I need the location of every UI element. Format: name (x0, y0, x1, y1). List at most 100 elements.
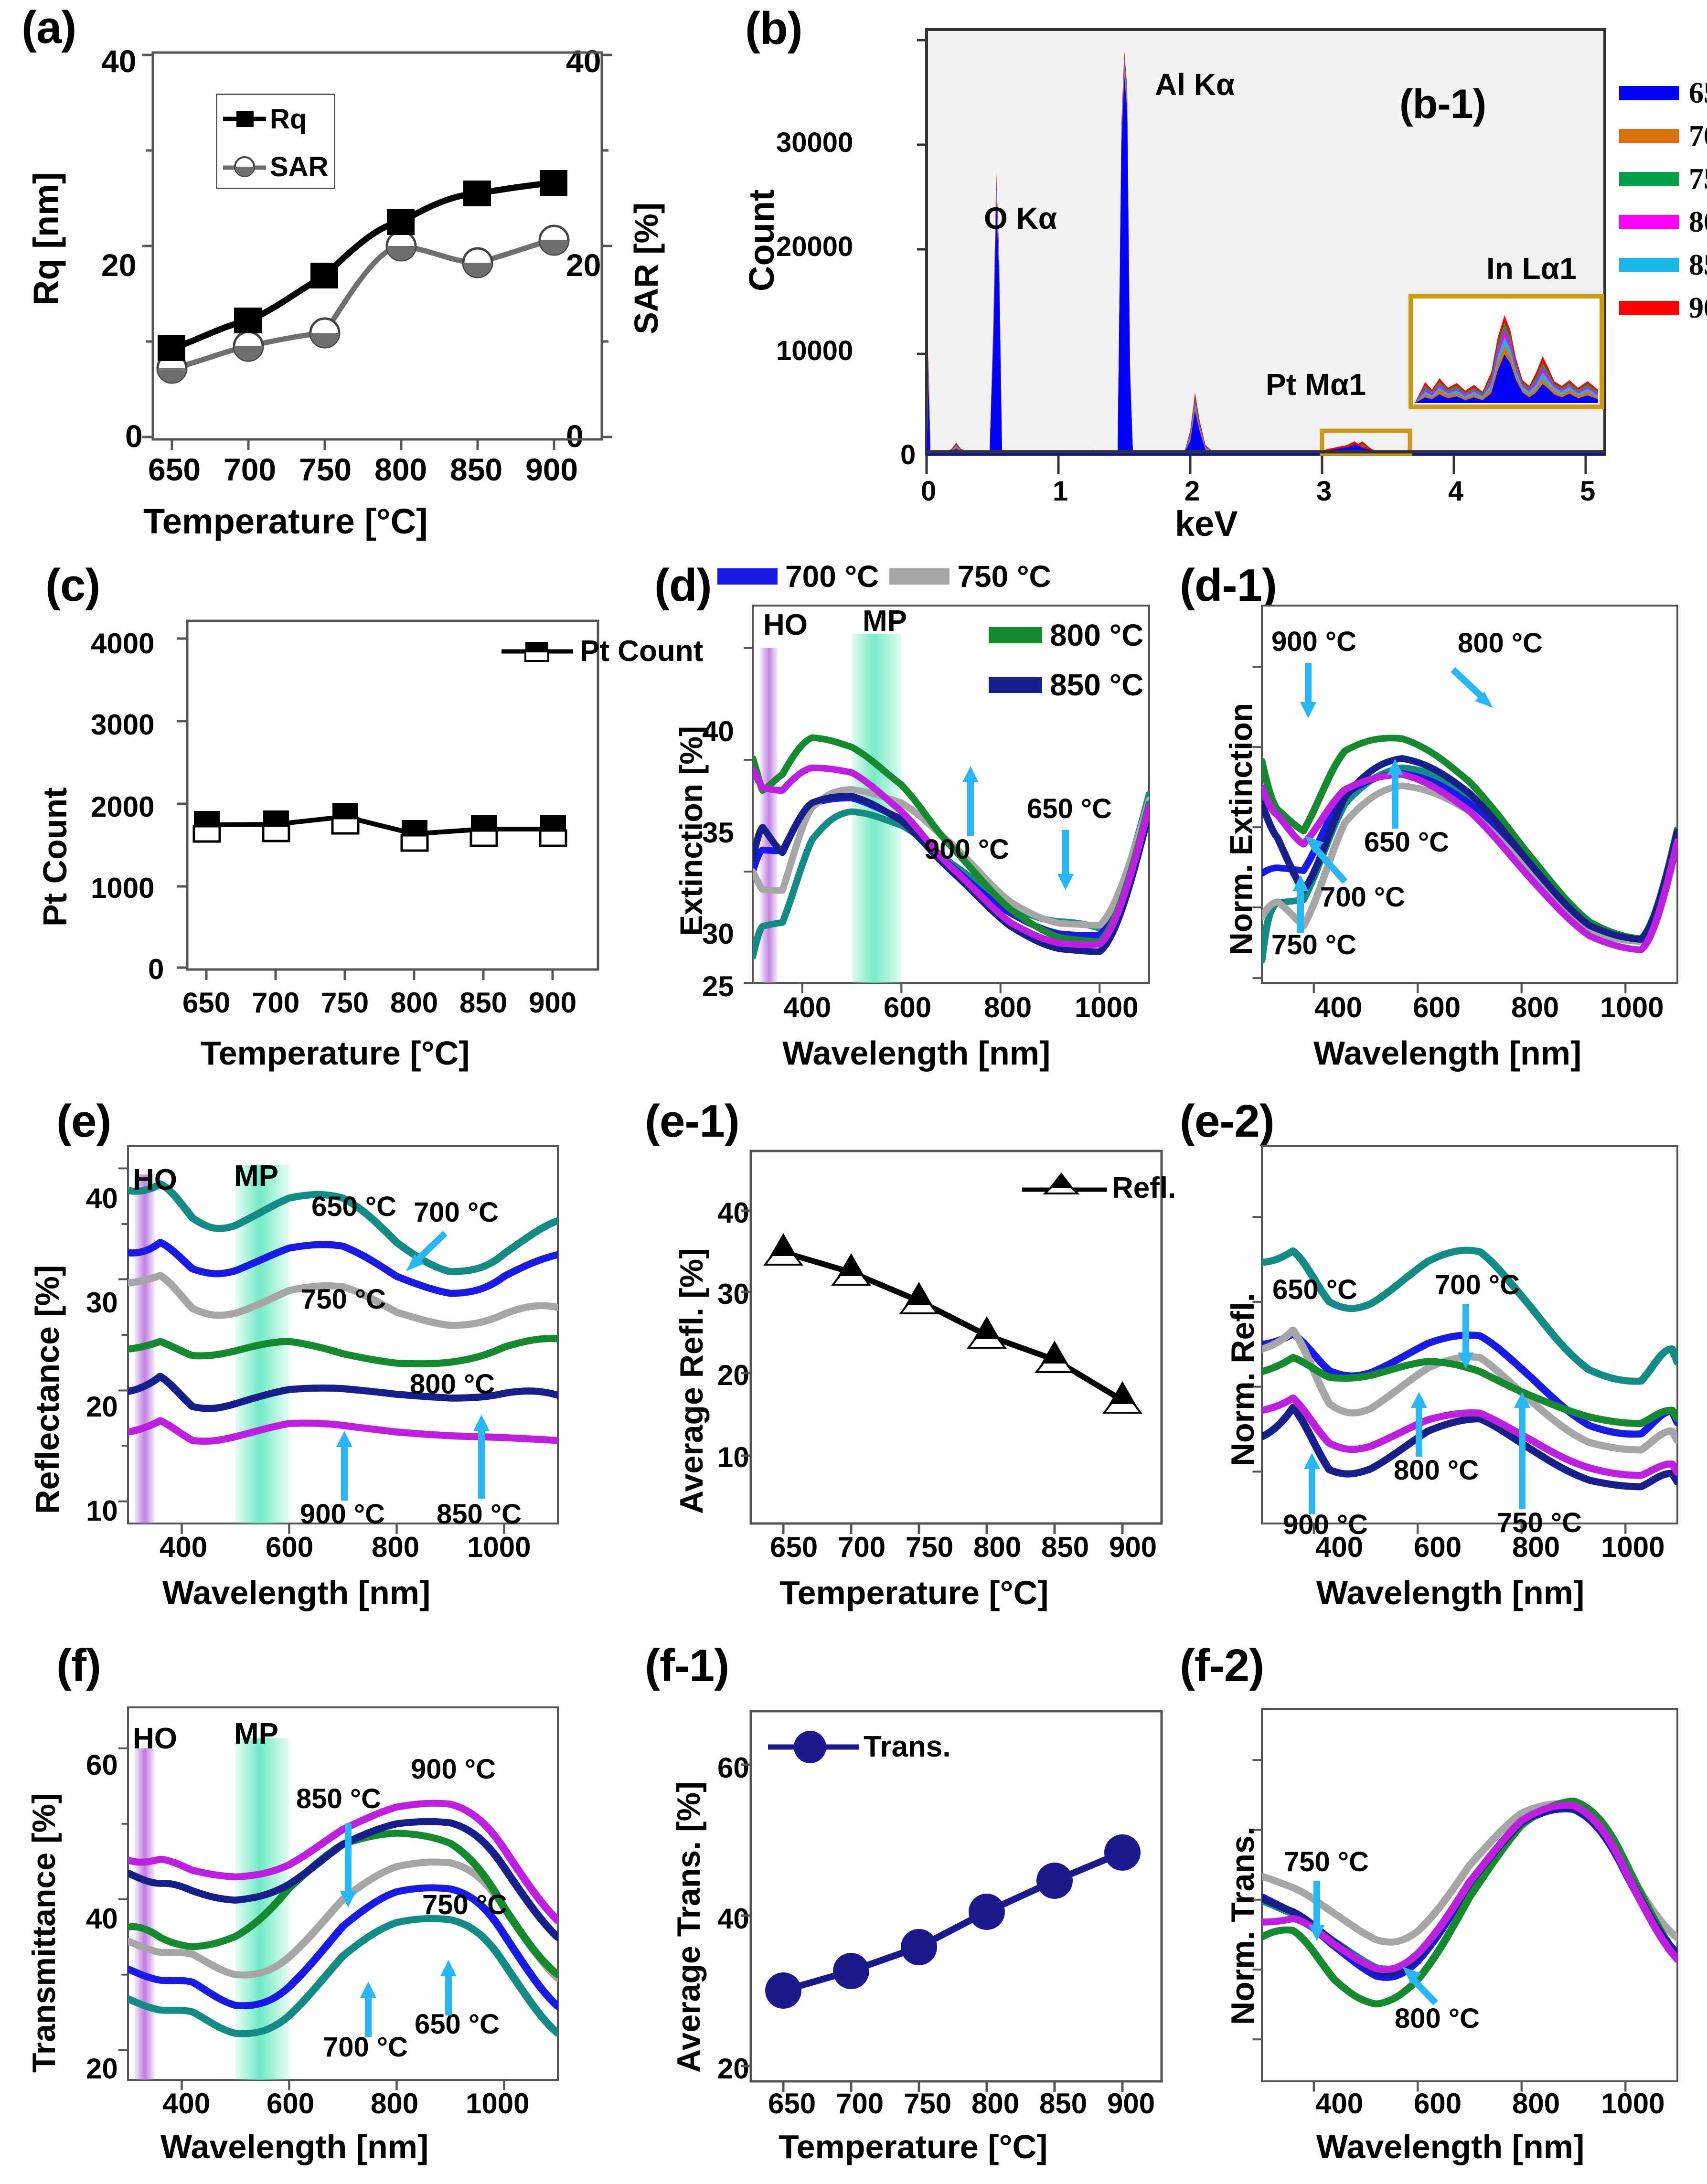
panel-a: (a) Rq [nm] SAR [%] Temperature [°C] 40 … (0, 0, 716, 554)
panel-e1-ytick-20: 20 (717, 1359, 749, 1391)
panel-f-ytick-20: 20 (86, 2053, 118, 2085)
panel-d-ytick-30: 30 (702, 918, 734, 950)
panel-d-legend-label-800: 800 °C (1050, 618, 1144, 652)
legend-swatch-700-icon (1619, 129, 1679, 143)
panel-d-legend-label-750: 750 °C (957, 559, 1051, 594)
panel-e-annot-700: 700 °C (414, 1197, 499, 1228)
refl-marker-icon (1022, 1172, 1107, 1194)
legend-swatch-d700-icon (717, 568, 778, 585)
panel-d1-annot-650: 650 °C (1364, 827, 1449, 858)
panel-f-annot-750: 750 °C (422, 1889, 507, 1920)
panel-e2-annot-800: 800 °C (1394, 1455, 1479, 1486)
panel-e2: (e-2) Norm. Refl. Wavelength [nm] 400 60… (1180, 1089, 1707, 1624)
panel-e2-arrow-750-icon (1514, 1392, 1530, 1509)
panel-c-legend-label: Pt Count (580, 635, 704, 668)
panel-e2-annot-650: 650 °C (1272, 1274, 1357, 1305)
panel-c-plot (177, 619, 599, 980)
panel-d-band-mp: MP (863, 605, 907, 638)
panel-f-annot-900: 900 °C (411, 1754, 496, 1785)
panel-e-ylabel: Reflectance [%] (29, 1265, 66, 1514)
panel-e-annot-750: 750 °C (301, 1284, 386, 1315)
panel-e2-annot-900: 900 °C (1283, 1509, 1368, 1540)
panel-b-legend-item-750: 750 °C (1619, 158, 1707, 201)
panel-f2-annot-800: 800 °C (1395, 2003, 1480, 2034)
panel-b-legend-label-750: 750 °C (1689, 162, 1707, 195)
panel-d1-arrow-700-icon (1305, 836, 1348, 884)
panel-b-peak-label-pt: Pt Mα1 (1266, 367, 1366, 402)
panel-e1-xtick-850: 850 (1041, 1531, 1089, 1563)
trans-marker-icon (768, 1731, 859, 1763)
panel-e1-xtick-900: 900 (1109, 1531, 1157, 1563)
panel-a-ytick-0: 0 (125, 418, 143, 454)
panel-f-xtick-600: 600 (267, 2088, 315, 2120)
panel-a-xtick-800: 800 (374, 452, 427, 487)
panel-d1-label: (d-1) (1180, 560, 1277, 611)
panel-c-xtick-700: 700 (252, 987, 300, 1019)
panel-f-arrow-700-icon (360, 1982, 376, 2037)
panel-e1-ytick-40: 40 (717, 1197, 749, 1229)
panel-f-band-ho: HO (133, 1722, 177, 1755)
panel-d-legend-label-850: 850 °C (1050, 668, 1144, 702)
panel-d-legend-item-800: 800 °C (989, 610, 1143, 660)
panel-d-legend-top: 700 °C 750 °C (717, 559, 1051, 594)
panel-d: (d) Extinction [%] Wavelength [nm] 40 35… (645, 554, 1180, 1089)
panel-c-xtick-750: 750 (321, 987, 369, 1019)
panel-f-xtick-800: 800 (371, 2088, 419, 2120)
panel-b-xtick-0: 0 (921, 476, 937, 507)
panel-f1-legend: Trans. (768, 1729, 951, 1764)
panel-e-xlabel: Wavelength [nm] (162, 1574, 431, 1611)
panel-f2-xlabel: Wavelength [nm] (1316, 2128, 1585, 2165)
panel-b-ytick-30000: 30000 (776, 127, 854, 158)
panel-d1-annot-700: 700 °C (1320, 882, 1405, 913)
panel-e2-xlabel: Wavelength [nm] (1316, 1574, 1585, 1611)
panel-d1-arrow-750-icon (1292, 875, 1309, 933)
panel-e2-label: (e-2) (1180, 1096, 1275, 1147)
legend-swatch-d750-icon (889, 568, 950, 585)
panel-b-label: (b) (745, 3, 803, 54)
panel-c-ytick-3000: 3000 (91, 709, 155, 741)
panel-a-legend: Rq SAR (216, 94, 335, 189)
panel-f-xtick-400: 400 (162, 2088, 211, 2120)
panel-c-xlabel: Temperature [°C] (201, 1034, 470, 1072)
panel-e-annot-800: 800 °C (410, 1369, 495, 1400)
panel-d1-annot-750: 750 °C (1271, 929, 1356, 960)
panel-e-xtick-800: 800 (372, 1531, 420, 1563)
panel-c-ytick-4000: 4000 (91, 628, 155, 660)
panel-c-ylabel: Pt Count (36, 787, 74, 927)
panel-e1-xtick-700: 700 (838, 1531, 886, 1563)
panel-d-ytick-40: 40 (702, 715, 734, 747)
panel-f-annot-850: 850 °C (296, 1783, 381, 1814)
panel-f2: (f-2) Norm. Trans. Wavelength [nm] 400 6… (1180, 1624, 1707, 2184)
panel-f1-ytick-60: 60 (717, 1752, 749, 1784)
panel-f1-legend-label: Trans. (864, 1730, 951, 1763)
panel-f1-xtick-850: 850 (1039, 2088, 1088, 2120)
panel-e-band-ho: HO (133, 1163, 177, 1196)
panel-a-label: (a) (21, 2, 76, 53)
panel-e-ytick-20: 20 (86, 1391, 118, 1423)
panel-d1-xtick-800: 800 (1511, 991, 1559, 1023)
panel-c-ytick-2000: 2000 (91, 791, 155, 823)
panel-b-ylabel: Count (742, 189, 781, 291)
panel-a-xtick-650: 650 (148, 452, 201, 487)
panel-a-xtick-750: 750 (299, 452, 352, 487)
panel-e2-plot (1252, 1146, 1677, 1534)
panel-b-xtick-3: 3 (1316, 476, 1332, 507)
panel-a-xtick-700: 700 (224, 452, 277, 487)
panel-e2-xtick-800: 800 (1512, 1531, 1560, 1563)
panel-f1-xtick-700: 700 (836, 2088, 884, 2120)
panel-d-label: (d) (654, 560, 712, 611)
panel-e-annot-850: 850 °C (437, 1499, 522, 1530)
panel-a-y2tick-40: 40 (566, 43, 601, 79)
panel-a-xtick-900: 900 (525, 452, 578, 487)
panel-a-legend-item-rq: Rq (217, 95, 334, 143)
panel-a-y2tick-20: 20 (566, 247, 601, 283)
panel-d-xtick-1000: 1000 (1075, 991, 1139, 1023)
panel-d-plot (744, 606, 1149, 993)
panel-f1-plot (741, 1710, 1163, 2092)
panel-f2-label: (f-2) (1180, 1640, 1264, 1691)
panel-a-ytick-40: 40 (101, 43, 137, 79)
panel-f2-arrow-800-icon (1402, 1967, 1439, 2005)
panel-e-arrow-900-icon (336, 1431, 352, 1501)
panel-e-xtick-1000: 1000 (467, 1531, 531, 1563)
panel-f1-xtick-800: 800 (971, 2088, 1020, 2120)
